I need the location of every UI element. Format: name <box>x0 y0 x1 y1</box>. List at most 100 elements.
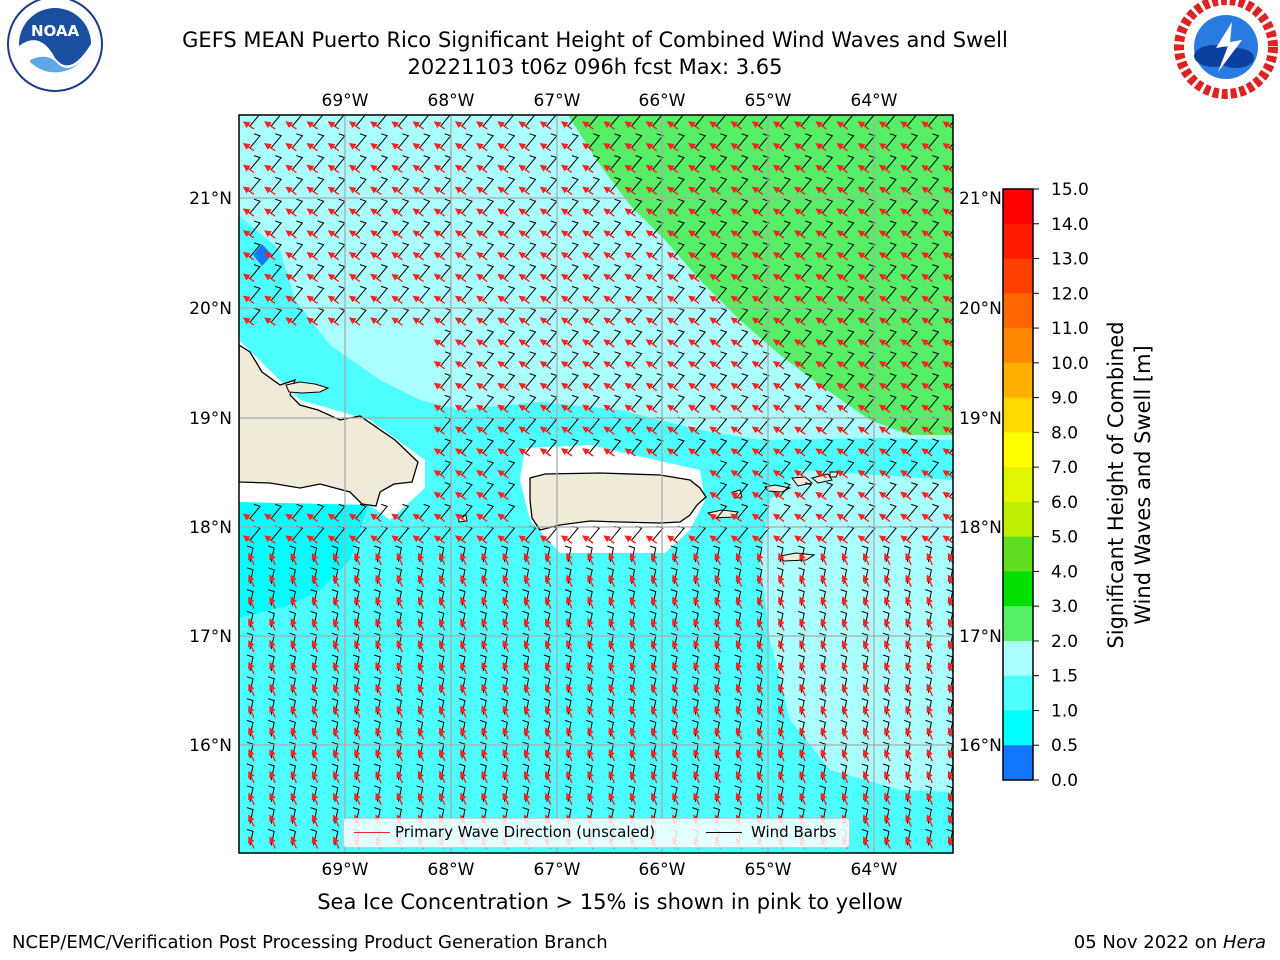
wave-direction-arrow <box>582 339 594 348</box>
wind-barb <box>673 176 685 192</box>
wave-direction-arrow <box>285 142 297 152</box>
wave-direction-arrow <box>412 121 425 130</box>
wind-barb <box>928 351 940 367</box>
wind-barb <box>885 220 897 236</box>
wave-direction-arrow <box>306 295 319 304</box>
wave-direction-arrow <box>836 230 849 239</box>
wind-barb <box>355 285 367 301</box>
wind-barb <box>270 307 283 323</box>
wave-direction-arrow <box>391 317 403 326</box>
wave-direction-arrow <box>624 339 637 348</box>
wave-direction-arrow <box>285 230 297 239</box>
wave-direction-arrow <box>348 273 361 283</box>
wind-barb <box>673 220 685 236</box>
wind-barb <box>906 503 919 519</box>
wind-barb <box>800 133 813 149</box>
wave-direction-arrow <box>391 164 403 174</box>
wave-direction-arrow <box>370 273 382 283</box>
wind-barb <box>270 115 282 127</box>
lon-label-top: 67°W <box>534 91 581 111</box>
wave-direction-arrow <box>857 142 870 152</box>
wave-direction-arrow <box>666 208 679 217</box>
wind-barb <box>716 220 728 236</box>
wind-barb <box>800 329 813 345</box>
wave-direction-arrow <box>560 230 573 239</box>
wave-direction-arrow <box>900 339 912 348</box>
wind-barb <box>800 242 813 258</box>
wave-direction-arrow <box>518 295 531 304</box>
wave-direction-arrow <box>688 360 700 370</box>
wave-direction-arrow <box>624 273 637 283</box>
wave-direction-arrow <box>264 251 276 261</box>
wave-direction-arrow <box>794 339 806 348</box>
wave-direction-arrow <box>624 164 637 174</box>
wave-direction-arrow <box>794 230 806 239</box>
wind-barb <box>292 176 304 192</box>
wave-direction-arrow <box>348 121 361 130</box>
wave-direction-arrow <box>666 404 679 413</box>
wave-direction-arrow <box>497 404 509 413</box>
wave-direction-arrow <box>603 273 615 283</box>
wave-direction-arrow <box>412 273 425 283</box>
wind-barb <box>694 351 707 367</box>
wind-barb <box>758 242 770 258</box>
wind-barb <box>737 351 749 367</box>
lon-label-bottom: 67°W <box>534 860 581 880</box>
wave-direction-arrow <box>285 208 297 217</box>
wave-direction-arrow <box>878 317 891 326</box>
wind-barb <box>419 155 431 170</box>
wind-barb <box>779 351 791 367</box>
wave-direction-arrow <box>582 404 594 413</box>
wind-barb <box>737 460 749 476</box>
wind-barb <box>737 329 749 345</box>
wave-direction-arrow <box>772 142 785 152</box>
wave-direction-arrow <box>391 251 403 261</box>
wind-barb <box>843 198 855 214</box>
wave-direction-arrow <box>645 186 658 195</box>
wave-direction-arrow <box>603 164 615 174</box>
wind-barb <box>652 438 664 454</box>
wave-direction-arrow <box>666 317 679 326</box>
lon-label-top: 64°W <box>851 91 898 111</box>
wave-direction-arrow <box>815 251 827 261</box>
wave-direction-arrow <box>900 230 912 239</box>
wind-barb <box>822 373 834 388</box>
wave-direction-arrow <box>688 186 700 195</box>
wave-direction-arrow <box>370 208 382 217</box>
wave-direction-arrow <box>348 295 361 304</box>
wind-barb <box>355 176 367 192</box>
wind-barb <box>631 438 643 454</box>
wind-barb <box>737 115 748 127</box>
wave-direction-arrow <box>921 186 933 195</box>
wind-barb <box>906 329 919 345</box>
wave-direction-arrow <box>921 251 933 261</box>
wave-direction-arrow <box>730 208 743 217</box>
wind-barb <box>694 198 707 214</box>
wave-direction-arrow <box>878 251 891 261</box>
wave-direction-arrow <box>603 295 615 304</box>
wind-barb <box>737 220 749 236</box>
wind-barb <box>249 115 260 127</box>
wind-barb <box>885 394 897 410</box>
wind-barb <box>779 394 791 410</box>
wave-direction-arrow <box>815 404 827 413</box>
wind-barb <box>779 264 791 279</box>
lat-label-left: 18°N <box>189 518 232 538</box>
wind-barb <box>419 176 431 192</box>
wave-direction-arrow <box>348 230 361 239</box>
wind-barb <box>610 329 622 345</box>
wind-barb <box>504 503 516 519</box>
wave-direction-arrow <box>412 251 425 261</box>
wind-barb <box>737 307 749 323</box>
wind-barb <box>631 133 643 149</box>
colorbar-segment <box>1003 745 1033 781</box>
wave-direction-arrow <box>603 230 615 239</box>
wave-direction-arrow <box>264 273 276 283</box>
wind-barb <box>885 351 897 367</box>
wind-barb <box>906 220 919 236</box>
wind-barb <box>419 285 431 301</box>
lon-label-bottom: 68°W <box>428 860 475 880</box>
wave-direction-arrow <box>539 317 552 326</box>
wind-barb <box>461 285 473 301</box>
wind-barb <box>567 373 579 388</box>
